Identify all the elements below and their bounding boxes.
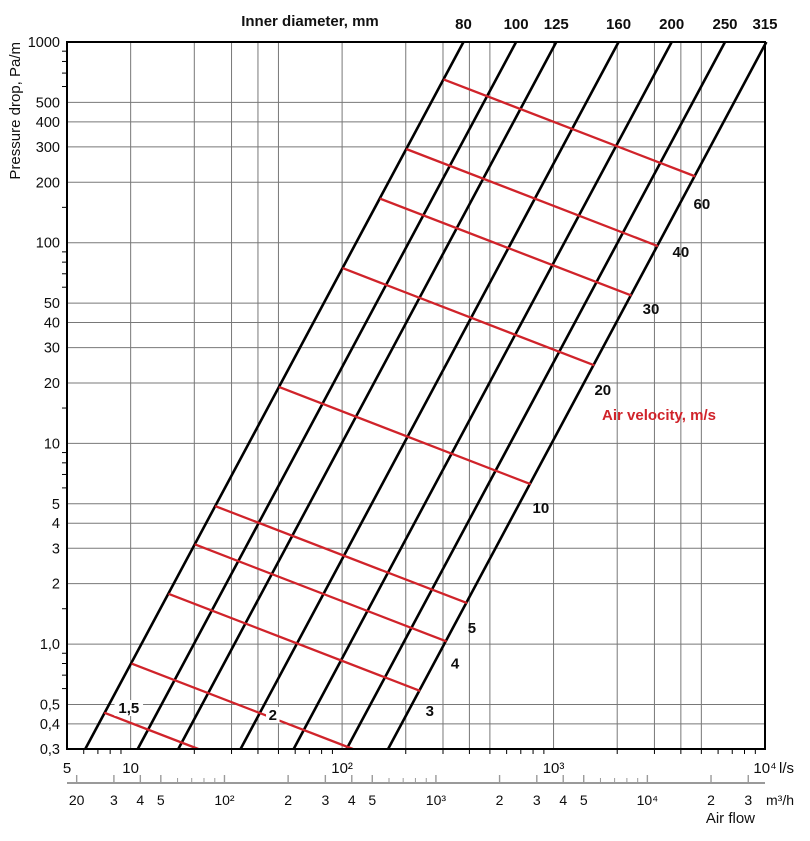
diameter-line-160 [239, 41, 620, 750]
tick-label: 3 [52, 541, 60, 557]
velocity-line-30 [379, 197, 632, 297]
tick-label: 4 [559, 792, 567, 808]
tick-label: 5 [368, 792, 376, 808]
tick-label: 10 [44, 436, 60, 452]
tick-label: 300 [36, 140, 60, 156]
tick-label: 10⁴ [637, 792, 659, 808]
tick-label: 3 [321, 792, 329, 808]
velocity-label-4: 4 [451, 656, 460, 673]
y-tick-labels: 1000 500 400 300 200 100 50 40 30 20 10 5 4 3 2 1,0 0,5 0… [28, 35, 60, 758]
tick-label: 20 [69, 792, 85, 808]
tick-label: 4 [348, 792, 356, 808]
velocity-label-5: 5 [468, 620, 476, 637]
x-tick-labels: 5 10 10² 10³ 10⁴ l/s [63, 760, 794, 777]
velocity-line-40 [405, 147, 659, 248]
tick-label: 10² [331, 760, 353, 777]
diameter-lines [84, 41, 768, 750]
tick-label: 1,0 [40, 637, 60, 653]
diameter-label-125: 125 [544, 16, 569, 33]
plot-border [66, 41, 766, 750]
tick-label: 10⁴ [753, 760, 776, 777]
tick-label: 40 [44, 316, 60, 332]
velocity-line-5 [214, 505, 468, 605]
tick-label: m³/h [766, 792, 794, 808]
tick-label: 0,3 [40, 742, 60, 758]
velocity-labels: 1,5 2 3 4 5 10 20 30 40 60 [114, 196, 711, 724]
tick-label: 1000 [28, 35, 60, 51]
tick-label: 3 [110, 792, 118, 808]
tick-label: 3 [533, 792, 541, 808]
velocity-label-10: 10 [533, 500, 550, 517]
velocity-line-4 [194, 543, 448, 643]
tick-label: 0,4 [40, 717, 60, 733]
m3h-axis: 20 3 4 5 10² 2 3 4 5 10³ 2 3 4 5 10⁴ 2 3 m³/h [67, 775, 794, 808]
diameter-line-250 [345, 41, 727, 750]
diameter-line-80 [84, 41, 465, 750]
velocity-line-20 [342, 267, 595, 367]
diameter-label-315: 315 [752, 16, 777, 33]
diameter-label-250: 250 [713, 16, 738, 33]
diameter-label-100: 100 [504, 16, 529, 33]
diameter-labels: 80 100 125 160 200 250 315 [455, 16, 777, 33]
tick-label: 5 [63, 760, 71, 777]
tick-label: 10³ [543, 760, 565, 777]
velocity-label-1,5: 1,5 [118, 700, 139, 717]
tick-label: 2 [707, 792, 715, 808]
velocity-label-2: 2 [269, 707, 277, 724]
tick-label: 500 [36, 95, 60, 111]
diameter-label-80: 80 [455, 16, 472, 33]
y-axis-title: Pressure drop, Pa/m [7, 42, 24, 180]
diameter-label-160: 160 [606, 16, 631, 33]
tick-label: 100 [36, 236, 60, 252]
velocity-lines [103, 78, 696, 751]
tick-label: 5 [157, 792, 165, 808]
velocity-line-10 [278, 385, 532, 486]
axis-minor-ticks [62, 50, 756, 754]
diameter-line-125 [177, 41, 558, 750]
tick-label: 2 [284, 792, 292, 808]
tick-label: 5 [52, 497, 60, 513]
diameter-label-200: 200 [659, 16, 684, 33]
tick-label: 2 [496, 792, 504, 808]
velocity-label-40: 40 [673, 244, 690, 261]
top-axis-title: Inner diameter, mm [241, 13, 379, 30]
velocity-line-60 [443, 78, 696, 178]
velocity-line-2 [131, 662, 354, 751]
velocity-line-3 [168, 592, 421, 693]
tick-label: 10³ [426, 792, 447, 808]
tick-label: 30 [44, 341, 60, 357]
tick-label: 50 [44, 296, 60, 312]
velocity-axis-title: Air velocity, m/s [602, 407, 716, 424]
tick-label: 400 [36, 115, 60, 131]
tick-label: 10² [214, 792, 235, 808]
tick-label: 200 [36, 175, 60, 191]
velocity-label-30: 30 [643, 301, 660, 318]
tick-label: 4 [136, 792, 144, 808]
diameter-line-200 [292, 41, 673, 750]
velocity-label-3: 3 [426, 703, 434, 720]
tick-label: 3 [744, 792, 752, 808]
velocity-label-60: 60 [694, 196, 711, 213]
tick-label: l/s [779, 760, 794, 777]
velocity-label-bg [114, 700, 144, 717]
gridlines [67, 42, 765, 749]
x-axis-title: Air flow [705, 810, 755, 827]
tick-label: 10 [122, 760, 139, 777]
tick-label: 0,5 [40, 697, 60, 713]
tick-label: 2 [52, 577, 60, 593]
velocity-label-bg [266, 707, 280, 724]
velocity-line-1,5 [103, 711, 199, 751]
tick-label: 4 [52, 516, 60, 532]
tick-label: 5 [580, 792, 588, 808]
diameter-line-315 [386, 41, 768, 750]
velocity-label-20: 20 [594, 382, 611, 399]
tick-label: 20 [44, 376, 60, 392]
diameter-line-100 [136, 41, 518, 750]
